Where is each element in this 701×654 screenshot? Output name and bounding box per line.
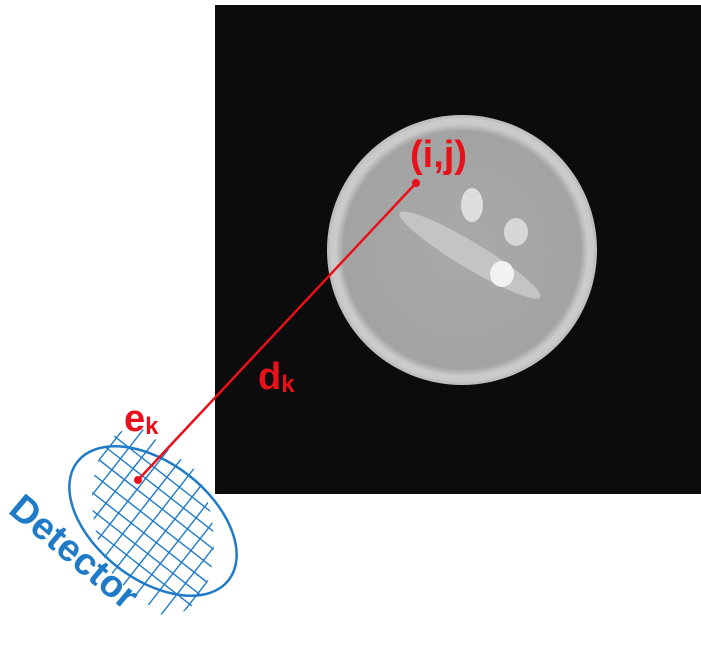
phantom-spot-bright	[490, 261, 514, 287]
distance-label-main: d	[258, 356, 281, 398]
entry-label: ek	[124, 398, 159, 440]
entry-label-main: e	[124, 398, 145, 440]
phantom-spot-right	[504, 218, 528, 246]
distance-label-sub: k	[281, 371, 295, 398]
phantom	[327, 115, 597, 385]
ray-line	[137, 182, 417, 481]
distance-label: dk	[258, 356, 295, 398]
pixel-point	[412, 179, 420, 187]
entry-point	[134, 476, 142, 484]
phantom-rim	[330, 118, 594, 382]
detector-outline	[68, 445, 238, 597]
phantom-spot-top	[461, 188, 483, 222]
entry-label-sub: k	[145, 413, 159, 440]
pixel-label: (i,j)	[410, 134, 467, 176]
